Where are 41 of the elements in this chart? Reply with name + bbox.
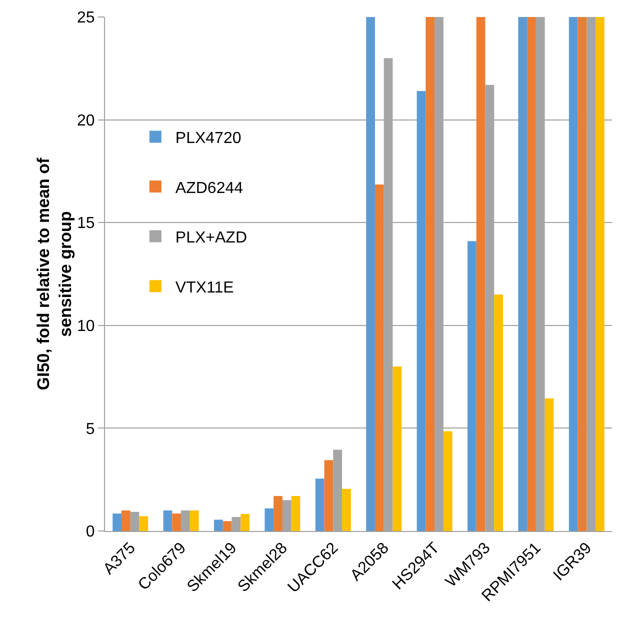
bar bbox=[476, 17, 486, 531]
bar bbox=[443, 431, 452, 531]
y-tick-label: 25 bbox=[77, 10, 95, 27]
bar bbox=[240, 514, 250, 531]
legend-label: PLX+AZD bbox=[175, 230, 248, 247]
bar bbox=[214, 520, 223, 531]
bar bbox=[190, 510, 199, 531]
bar bbox=[163, 510, 172, 531]
bar bbox=[139, 516, 148, 531]
legend-label: PLX4720 bbox=[175, 130, 242, 147]
bar bbox=[527, 17, 536, 531]
bar bbox=[374, 184, 384, 531]
bar bbox=[578, 17, 587, 531]
bar bbox=[172, 514, 182, 531]
bar bbox=[596, 17, 604, 531]
bar bbox=[342, 488, 351, 531]
bar bbox=[324, 460, 334, 531]
bar bbox=[121, 510, 130, 531]
bar bbox=[518, 17, 528, 531]
y-tick-label: 20 bbox=[77, 112, 95, 130]
legend-label: AZD6244 bbox=[175, 180, 244, 197]
bar bbox=[494, 294, 503, 531]
y-tick-label: 0 bbox=[86, 524, 95, 541]
bar bbox=[426, 17, 435, 531]
bar bbox=[544, 398, 554, 531]
bar bbox=[568, 17, 578, 531]
bar bbox=[264, 508, 274, 531]
bar bbox=[222, 521, 232, 531]
bar bbox=[274, 496, 282, 531]
y-tick-label: 15 bbox=[77, 215, 95, 232]
bar bbox=[392, 366, 402, 531]
y-tick-label: 5 bbox=[86, 420, 95, 438]
legend-label: VTX11E bbox=[175, 279, 234, 296]
bar bbox=[416, 91, 426, 531]
bar bbox=[291, 496, 300, 531]
y-tick-label: 10 bbox=[77, 318, 95, 335]
bar bbox=[112, 514, 122, 531]
y-axis-title: GI50, fold relative to mean of sensitive group bbox=[34, 157, 76, 390]
bar bbox=[468, 241, 476, 531]
bar bbox=[315, 478, 324, 531]
bar bbox=[366, 17, 375, 531]
